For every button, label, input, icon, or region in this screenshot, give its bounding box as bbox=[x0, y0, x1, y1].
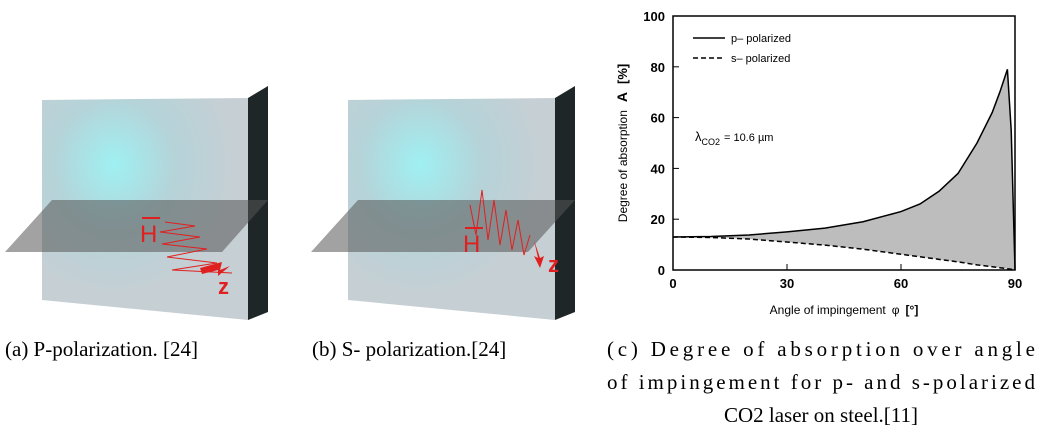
y-tick-label: 20 bbox=[651, 212, 665, 227]
z-arrow bbox=[200, 262, 230, 276]
annotation-subscript: CO2 bbox=[702, 137, 721, 147]
legend-label: s– polarized bbox=[731, 53, 790, 65]
plot-frame bbox=[672, 15, 1016, 271]
caption: (b) S- polarization.[24] bbox=[312, 337, 506, 361]
illustration-a: H z bbox=[5, 86, 268, 320]
y-axis-label-part: Degree of absorption bbox=[616, 110, 630, 222]
axis-label: z bbox=[218, 274, 229, 299]
x-axis-label-part: φ bbox=[892, 303, 900, 317]
y-tick-label: 80 bbox=[651, 60, 665, 75]
axis-label: z bbox=[548, 252, 559, 277]
plane bbox=[311, 200, 575, 252]
z-arrow bbox=[534, 240, 544, 268]
caption: (a) P-polarization. [24] bbox=[5, 337, 198, 361]
caption: (c) Degree of absorption over angle bbox=[607, 337, 1035, 361]
wave bbox=[159, 221, 233, 274]
y-tick-label: 60 bbox=[651, 111, 665, 126]
y-axis-label-part: [%] bbox=[615, 64, 630, 84]
y-tick-label: 40 bbox=[651, 161, 665, 176]
y-tick-label: 100 bbox=[643, 9, 665, 24]
field-label: H bbox=[463, 231, 480, 258]
x-axis-label: Angle of impingement φ [°] bbox=[770, 303, 919, 317]
x-tick-label: 0 bbox=[669, 276, 676, 291]
data-line bbox=[672, 69, 1016, 271]
x-axis-label-part: [°] bbox=[906, 303, 919, 317]
annotation-text: = 10.6 µm bbox=[724, 132, 773, 144]
annotation: λCO2 = 10.6 µm bbox=[695, 129, 773, 147]
y-axis-label: Degree of absorption A [%] bbox=[614, 64, 630, 222]
caption: of impingement for p- and s-polarized bbox=[607, 370, 1036, 394]
caption: CO2 laser on steel.[11] bbox=[724, 403, 918, 427]
x-axis-label-part: Angle of impingement bbox=[770, 303, 887, 317]
illustration-b: H z bbox=[311, 86, 575, 320]
x-tick-label: 90 bbox=[1008, 276, 1022, 291]
plane bbox=[5, 200, 268, 252]
shaded-band bbox=[673, 69, 1015, 270]
wave bbox=[469, 189, 531, 256]
x-tick-label: 30 bbox=[780, 276, 794, 291]
x-tick-label: 60 bbox=[894, 276, 908, 291]
legend-label: p– polarized bbox=[731, 33, 791, 45]
annotation-symbol: λ bbox=[695, 129, 702, 144]
data-line bbox=[672, 236, 1016, 271]
y-tick-label: 0 bbox=[658, 263, 665, 278]
y-axis-label-part: A bbox=[614, 92, 630, 102]
field-label: H bbox=[140, 221, 157, 248]
